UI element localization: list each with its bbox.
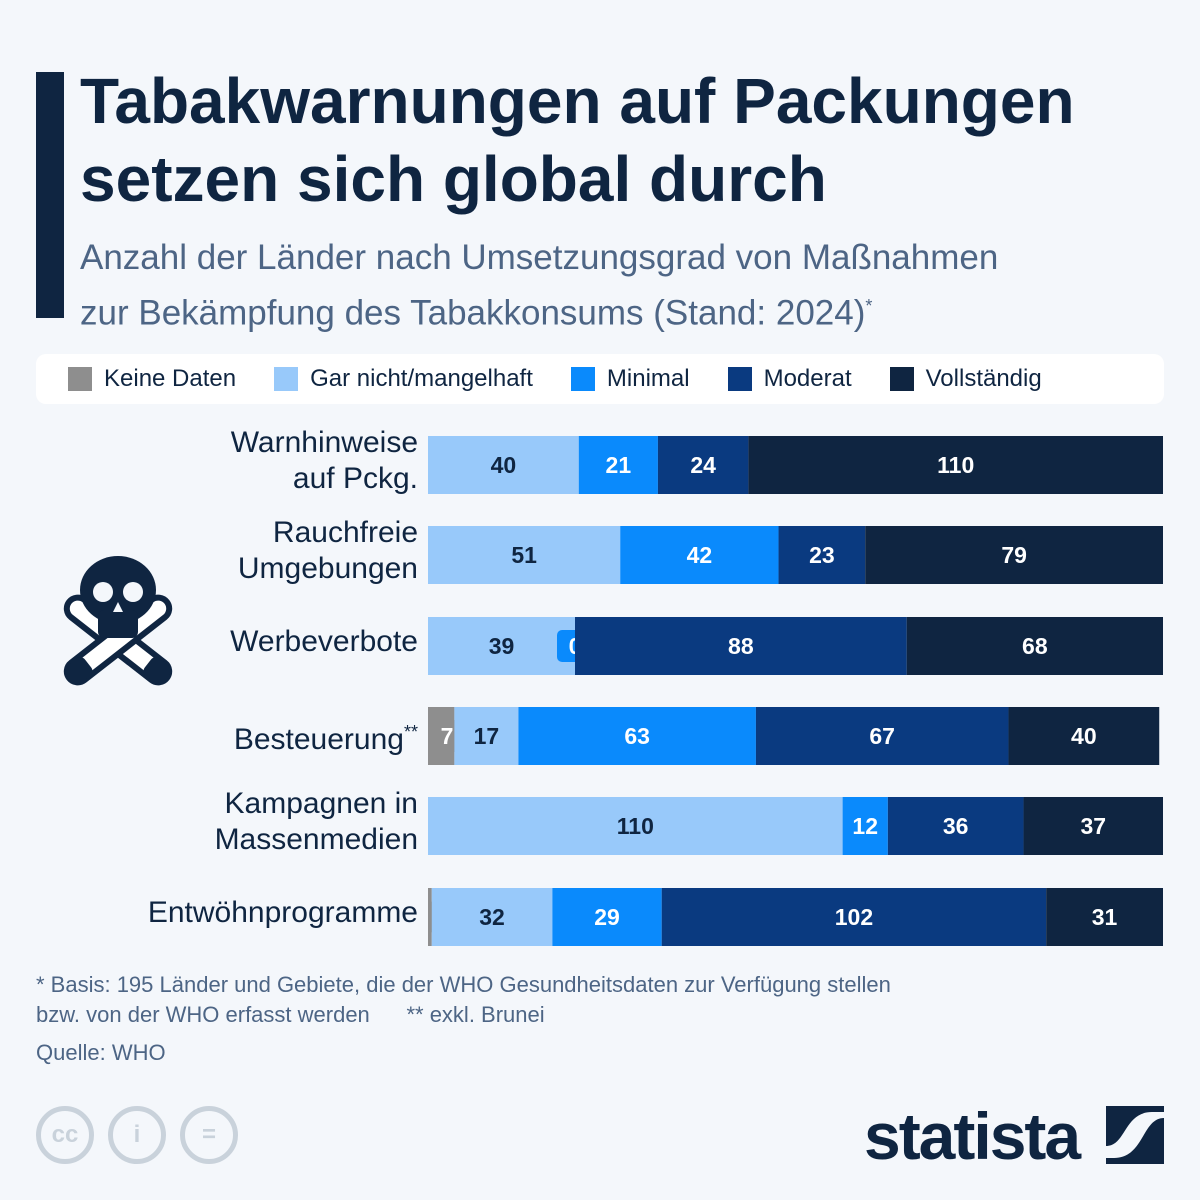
bar-segment: [575, 617, 907, 675]
legend-label: Keine Daten: [104, 365, 237, 392]
attribution-icon[interactable]: i: [108, 1106, 166, 1164]
bar-segment: [552, 888, 662, 946]
footnote-basis: * Basis: 195 Länder und Gebiete, die der…: [36, 972, 891, 997]
data-label: 51: [511, 542, 537, 568]
bar-segment: [657, 436, 749, 494]
legend-item: Vollständig: [889, 365, 1042, 393]
data-label: 79: [1001, 542, 1027, 568]
bar-segment: [906, 617, 1163, 675]
category-label: Kampagnen in Massenmedien: [214, 787, 418, 856]
statista-logo[interactable]: statista: [864, 1099, 1081, 1173]
bar-segment: [431, 888, 553, 946]
category-label: Werbeverbote: [230, 625, 418, 658]
legend-label: Moderat: [763, 365, 852, 392]
bar-segment: [428, 526, 621, 584]
bar-segment: [887, 797, 1024, 855]
legend: Keine Daten Gar nicht/mangelhaft Minimal Mo…: [36, 354, 1164, 404]
chart-subtitle: Anzahl der Länder nach Umsetzungsgrad vo…: [80, 234, 998, 338]
data-label: 110: [617, 813, 654, 839]
data-label: 40: [491, 452, 517, 478]
bar-segment: [620, 526, 779, 584]
bar-segment: [428, 797, 843, 855]
nd-glyph: =: [201, 1121, 216, 1148]
legend-item: Moderat: [727, 365, 852, 393]
bar-segment: [1023, 797, 1163, 855]
category-label: Entwöhnprogramme: [147, 896, 418, 929]
subtitle-text: Anzahl der Länder nach Umsetzungsgrad vo…: [80, 238, 999, 333]
data-label: 40: [1071, 723, 1097, 749]
data-label: 37: [1080, 813, 1106, 839]
category-label: Rauchfreie Umgebungen: [237, 516, 418, 585]
data-label: 29: [594, 904, 620, 930]
data-label: 12: [852, 813, 878, 839]
creative-commons-icon[interactable]: cc: [36, 1106, 94, 1164]
legend-swatch: [570, 367, 595, 391]
bar-segment: [518, 707, 756, 765]
data-label: 24: [690, 452, 716, 478]
legend-swatch: [68, 367, 92, 391]
bar-segment: [842, 797, 888, 855]
data-label: 36: [943, 813, 969, 839]
legend-label: Vollständig: [925, 365, 1042, 392]
source: Quelle: WHO: [36, 1040, 166, 1065]
category-label: Warnhinweise auf Pckg.: [230, 426, 418, 495]
data-label: 42: [687, 542, 713, 568]
bar-segment: [428, 436, 579, 494]
data-label: 110: [937, 452, 974, 478]
bar-segment: [865, 526, 1163, 584]
legend-label: Minimal: [606, 365, 690, 392]
legend-item: Gar nicht/mangelhaft: [274, 365, 533, 393]
data-label: 68: [1022, 633, 1048, 659]
legend-swatch: [727, 367, 752, 391]
attribution-glyph: i: [133, 1121, 141, 1148]
cc-glyph: cc: [51, 1121, 79, 1148]
legend-item: Minimal: [570, 365, 690, 393]
legend-label: Gar nicht/mangelhaft: [310, 365, 533, 392]
legend-swatch: [889, 367, 914, 391]
legend-swatch: [274, 367, 299, 391]
data-label: 31: [1092, 904, 1118, 930]
bar-segment: [755, 707, 1009, 765]
bar-segment: [661, 888, 1047, 946]
data-label: 32: [479, 904, 505, 930]
chart-title: Tabakwarnungen auf Packungen setzen sich…: [80, 65, 1075, 215]
data-label: 67: [869, 723, 895, 749]
data-label: 17: [474, 723, 500, 749]
data-label: 23: [809, 542, 835, 568]
footnote-brunei: bzw. von der WHO erfasst werden ** exkl.…: [36, 1002, 545, 1027]
no-derivatives-icon[interactable]: =: [180, 1106, 238, 1164]
data-label: 39: [489, 633, 515, 659]
data-label: 63: [624, 723, 650, 749]
skull-crossbones-icon: [63, 556, 173, 686]
bar-segment: [1046, 888, 1163, 946]
bar-segment: [454, 707, 519, 765]
category-label: Besteuerung**: [233, 722, 418, 756]
bar-segment: [428, 617, 575, 675]
legend-item: Keine Daten: [68, 365, 236, 393]
statista-logo-mark-icon: [1106, 1106, 1164, 1164]
data-label: 7: [441, 723, 454, 749]
bar-segment: [778, 526, 866, 584]
bar-segment: [578, 436, 658, 494]
data-label: 88: [728, 633, 754, 659]
bar-segment: [748, 436, 1163, 494]
data-label: 21: [606, 452, 632, 478]
subtitle-footnote-mark: *: [865, 296, 873, 316]
bar-segment: [1008, 707, 1160, 765]
title-accent-bar: [36, 72, 64, 318]
data-label: 102: [835, 904, 873, 930]
